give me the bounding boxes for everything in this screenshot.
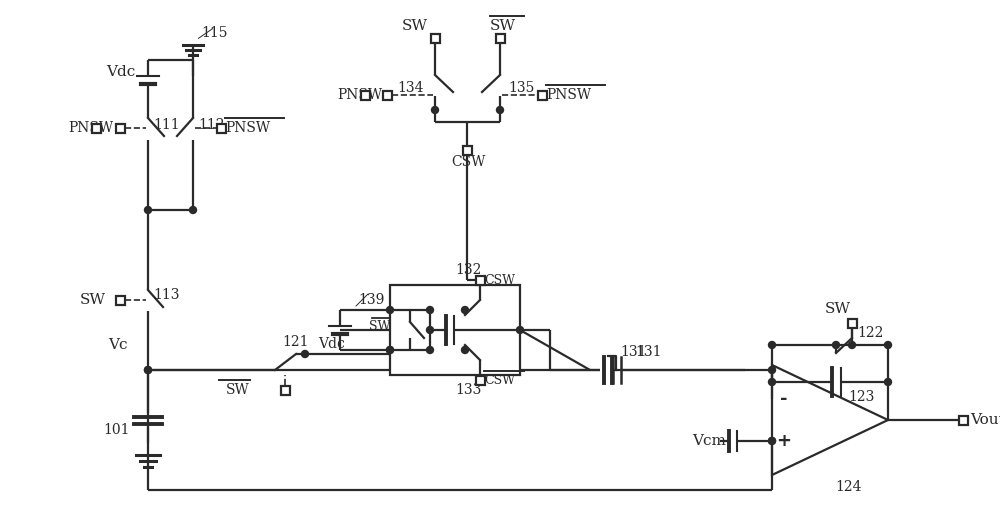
- Bar: [462, 146, 472, 155]
- Circle shape: [386, 347, 394, 353]
- Circle shape: [768, 438, 776, 444]
- Text: -: -: [780, 390, 788, 408]
- Bar: [360, 90, 370, 99]
- Text: 132: 132: [455, 263, 481, 277]
- Circle shape: [462, 307, 468, 313]
- Text: 122: 122: [857, 326, 883, 340]
- Text: 112: 112: [198, 118, 224, 132]
- Text: Vcm: Vcm: [692, 434, 726, 448]
- Bar: [496, 34, 505, 43]
- Circle shape: [768, 367, 776, 373]
- Text: CSW: CSW: [484, 373, 515, 387]
- Circle shape: [516, 327, 524, 333]
- Text: SW: SW: [80, 293, 106, 307]
- Bar: [382, 90, 392, 99]
- Circle shape: [190, 207, 196, 214]
- Text: CSW: CSW: [484, 274, 515, 287]
- Circle shape: [768, 341, 776, 349]
- Bar: [92, 124, 100, 133]
- Bar: [116, 296, 124, 305]
- Text: 131: 131: [635, 345, 662, 359]
- Text: 134: 134: [397, 81, 424, 95]
- Circle shape: [885, 379, 892, 386]
- Text: SW: SW: [226, 383, 250, 397]
- Circle shape: [462, 347, 468, 353]
- Text: PNSW: PNSW: [337, 88, 382, 102]
- Text: Vc: Vc: [108, 338, 128, 352]
- Circle shape: [432, 106, 438, 114]
- Text: PNSW: PNSW: [225, 121, 270, 135]
- Circle shape: [426, 307, 434, 313]
- Text: SW: SW: [490, 19, 516, 33]
- Text: SW: SW: [402, 19, 428, 33]
- Text: 111: 111: [153, 118, 180, 132]
- Bar: [538, 90, 546, 99]
- Text: 139: 139: [358, 293, 384, 307]
- Text: 123: 123: [848, 390, 874, 404]
- Bar: [476, 376, 484, 385]
- Text: 124: 124: [835, 480, 862, 494]
- Text: 131: 131: [620, 345, 646, 359]
- Bar: [476, 276, 484, 285]
- Circle shape: [768, 438, 776, 444]
- Circle shape: [302, 350, 308, 358]
- Bar: [116, 124, 124, 133]
- Text: PNSW: PNSW: [68, 121, 113, 135]
- Bar: [958, 416, 968, 424]
- Circle shape: [386, 347, 394, 353]
- Bar: [216, 124, 226, 133]
- Circle shape: [426, 327, 434, 333]
- Bar: [848, 319, 856, 328]
- Text: SW: SW: [825, 302, 851, 316]
- Circle shape: [386, 307, 394, 313]
- Circle shape: [144, 207, 152, 214]
- Text: 133: 133: [455, 383, 481, 397]
- Text: Vdc: Vdc: [106, 65, 135, 79]
- Circle shape: [832, 341, 840, 349]
- Bar: [430, 34, 440, 43]
- Circle shape: [144, 367, 152, 373]
- Bar: [280, 386, 290, 394]
- Text: Vdc: Vdc: [319, 337, 345, 351]
- Circle shape: [426, 347, 434, 353]
- Circle shape: [848, 341, 856, 349]
- Circle shape: [496, 106, 504, 114]
- Circle shape: [768, 379, 776, 386]
- Bar: [390, 285, 520, 375]
- Circle shape: [144, 367, 152, 373]
- Circle shape: [885, 341, 892, 349]
- Text: PNSW: PNSW: [546, 88, 591, 102]
- Text: SW: SW: [369, 319, 390, 332]
- Text: CSW: CSW: [451, 155, 485, 169]
- Text: 115: 115: [201, 26, 228, 40]
- Text: 113: 113: [153, 288, 180, 302]
- Text: 101: 101: [103, 423, 130, 437]
- Text: Vout: Vout: [970, 413, 1000, 427]
- Text: +: +: [776, 432, 792, 450]
- Text: 121: 121: [282, 335, 308, 349]
- Text: 135: 135: [508, 81, 534, 95]
